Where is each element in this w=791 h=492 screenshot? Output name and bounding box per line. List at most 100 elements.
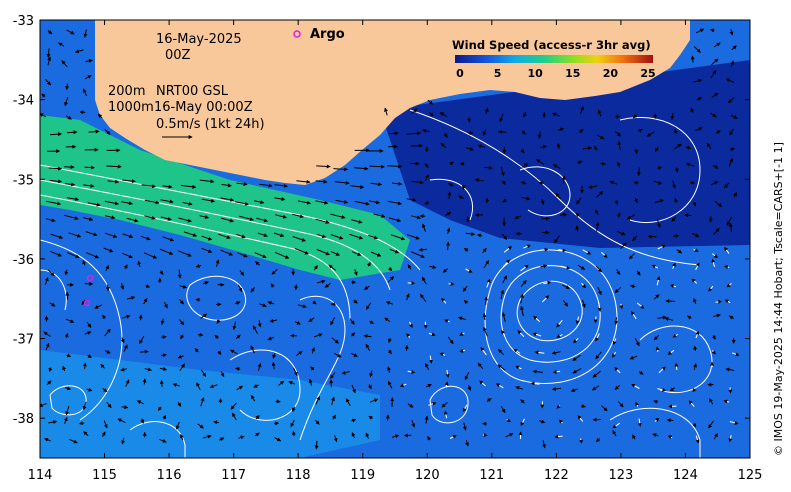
current-vector [502, 275, 508, 284]
current-vector [729, 128, 734, 136]
argo-float-icon [83, 299, 91, 307]
y-tick-label: -36 [13, 253, 34, 268]
current-vector [125, 379, 130, 387]
current-vector [121, 314, 131, 319]
current-vector [556, 142, 561, 149]
current-vector [172, 383, 180, 387]
current-vector [332, 414, 336, 420]
current-vector [582, 249, 592, 255]
current-vector [616, 230, 626, 236]
current-vector [728, 315, 734, 320]
current-vector [82, 217, 94, 222]
current-vector [577, 264, 586, 270]
current-vector [163, 301, 168, 309]
current-vector [505, 433, 514, 438]
current-vector [236, 182, 248, 186]
current-vector [499, 113, 504, 123]
current-vector [448, 281, 455, 286]
current-vector [579, 438, 583, 444]
current-vector [354, 166, 369, 171]
current-vector [252, 325, 258, 334]
current-vector [219, 437, 225, 442]
current-vector [308, 378, 313, 386]
current-vector [177, 354, 184, 359]
current-vector [506, 418, 512, 423]
current-vector [230, 402, 237, 410]
current-vector [653, 180, 663, 185]
current-vector [182, 201, 193, 206]
current-vector [46, 48, 51, 58]
current-vector [711, 350, 716, 355]
current-vector [424, 163, 429, 168]
current-vector [710, 112, 717, 118]
current-vector [308, 317, 315, 323]
current-vector [444, 319, 450, 324]
argo-label: Argo [310, 27, 345, 42]
current-vector [330, 372, 336, 379]
current-vector [638, 370, 644, 375]
current-vector [411, 108, 418, 115]
current-vector [197, 423, 204, 429]
current-vector [556, 334, 563, 338]
current-vector [609, 180, 618, 185]
current-vector [420, 293, 427, 302]
current-vector [269, 318, 278, 323]
current-vector [199, 179, 215, 184]
legend-title: Wind Speed (access-r 3hr avg) [452, 38, 651, 52]
current-vector [653, 400, 659, 404]
current-vector [711, 58, 719, 66]
current-vector [594, 209, 599, 216]
current-vector [64, 269, 69, 276]
current-vector [353, 269, 358, 276]
current-vector [671, 216, 677, 222]
current-vector [482, 247, 487, 254]
current-vector [369, 398, 379, 403]
current-vector [631, 383, 640, 389]
current-vector [66, 353, 72, 358]
current-vector [445, 211, 452, 217]
current-vector [331, 396, 335, 406]
current-vector [334, 352, 342, 358]
current-vector [459, 332, 465, 336]
current-vector [730, 114, 738, 119]
current-vector [500, 405, 506, 414]
current-vector [484, 107, 489, 114]
current-vector [162, 414, 167, 420]
current-vector [104, 232, 118, 238]
current-vector [50, 233, 64, 239]
current-vector [484, 296, 489, 306]
current-vector [101, 431, 106, 438]
current-vector [728, 387, 733, 394]
contour-line [639, 325, 713, 394]
current-vector [385, 414, 390, 421]
current-vector [686, 315, 692, 320]
current-vector [351, 384, 356, 394]
contour-line [409, 109, 701, 266]
current-vector [85, 231, 98, 237]
current-vector [658, 366, 666, 374]
current-vector [537, 131, 542, 139]
current-vector [121, 437, 126, 445]
legend-tick-label: 0 [456, 67, 464, 80]
current-vector [654, 199, 664, 204]
current-vector [600, 405, 608, 412]
current-vector [87, 202, 101, 207]
current-vector [684, 213, 692, 218]
current-vector [674, 167, 679, 173]
current-vector [581, 299, 586, 309]
current-vector [58, 42, 65, 47]
current-vector [614, 366, 621, 374]
current-vector [635, 401, 639, 407]
current-vector [497, 129, 507, 134]
current-vector [634, 197, 638, 203]
current-vector [406, 131, 422, 136]
current-vector [713, 42, 721, 48]
current-vector [120, 201, 133, 206]
current-vector [634, 149, 639, 155]
current-vector [200, 369, 207, 377]
current-vector [428, 355, 433, 365]
product-label: NRT00 GSL [156, 84, 229, 99]
current-vector [274, 251, 290, 259]
current-vector [502, 259, 511, 268]
